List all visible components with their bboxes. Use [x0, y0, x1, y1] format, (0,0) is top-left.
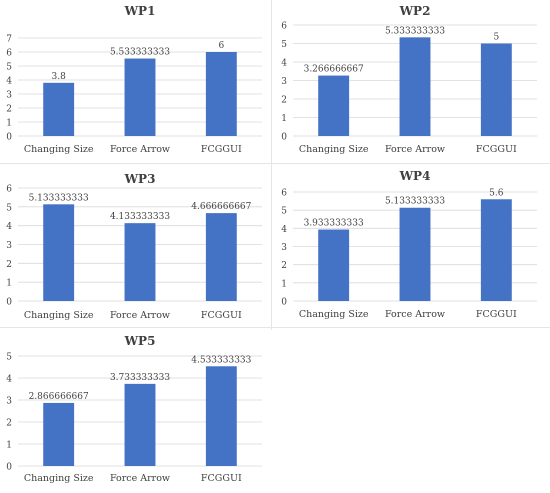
x-tick-label: FCGGUI [201, 310, 242, 321]
chart-panel-wp1: WP1 0 1 2 3 4 5 6 7 3.8 Changing Size 5.533333333 Fo… [0, 0, 275, 165]
bar [43, 204, 75, 301]
x-tick-label: Force Arrow [110, 473, 170, 484]
chart-wp4: WP4 0 1 2 3 4 5 6 3.933333333 Changing Size 5.1333… [281, 169, 537, 320]
bar [205, 213, 237, 301]
y-tick-label: 3 [281, 243, 287, 253]
y-tick-label: 6 [281, 22, 287, 32]
chart-wp3: WP3 0 1 2 3 4 5 6 5.133333333 Changing Size 4.1333… [6, 172, 262, 321]
y-tick-label: 6 [281, 189, 287, 199]
y-tick-label: 1 [281, 279, 287, 289]
y-tick-label: 5 [281, 40, 287, 50]
y-tick-label: 0 [6, 133, 12, 143]
y-tick-label: 5 [6, 63, 12, 73]
chart-wp1: WP1 0 1 2 3 4 5 6 7 3.8 Changing Size 5.533333333 Fo… [6, 4, 262, 155]
bar [480, 43, 512, 136]
bar [480, 199, 512, 301]
y-tick-label: 4 [6, 375, 12, 385]
bar [399, 207, 431, 301]
y-tick-label: 5 [6, 203, 12, 213]
x-tick-label: Changing Size [24, 144, 94, 155]
x-tick-label: FCGGUI [201, 473, 242, 484]
data-label: 3.8 [52, 72, 67, 82]
chart-title: WP4 [399, 169, 431, 183]
data-label: 5 [493, 33, 499, 43]
data-label: 4.133333333 [110, 212, 170, 222]
y-tick-label: 1 [281, 114, 287, 124]
data-label: 5.533333333 [110, 48, 170, 58]
data-label: 4.533333333 [191, 355, 251, 365]
x-tick-label: FCGGUI [201, 144, 242, 155]
chart-panel-wp4: WP4 0 1 2 3 4 5 6 3.933333333 Changing Size 5.1333… [275, 165, 550, 330]
bar [124, 223, 156, 301]
y-tick-label: 4 [6, 77, 12, 87]
data-label: 6 [218, 41, 224, 51]
bar [43, 82, 75, 136]
bar [318, 75, 350, 136]
chart-wp2: WP2 0 1 2 3 4 5 6 3.266666667 Changing Size 5.3333… [281, 4, 537, 155]
bar [124, 58, 156, 136]
data-label: 3.733333333 [110, 373, 170, 383]
y-tick-label: 0 [281, 298, 287, 308]
chart-panel-wp3: WP3 0 1 2 3 4 5 6 5.133333333 Changing Size 4.1333… [0, 165, 275, 330]
data-label: 2.866666667 [29, 392, 89, 402]
x-tick-label: Changing Size [299, 144, 369, 155]
data-label: 4.666666667 [191, 202, 251, 212]
y-tick-label: 0 [6, 298, 12, 308]
y-tick-label: 1 [6, 119, 12, 129]
x-tick-label: Force Arrow [385, 309, 445, 320]
data-label: 5.133333333 [385, 197, 445, 207]
x-tick-label: FCGGUI [476, 309, 517, 320]
y-tick-label: 2 [6, 260, 12, 270]
x-tick-label: Force Arrow [385, 144, 445, 155]
y-tick-label: 5 [6, 353, 12, 363]
chart-panel-wp5: WP5 0 1 2 3 4 5 2.866666667 Changing Size 3.73333… [0, 330, 275, 489]
y-tick-label: 5 [281, 207, 287, 217]
data-label: 5.333333333 [385, 26, 445, 36]
y-tick-label: 4 [6, 222, 12, 232]
y-tick-label: 3 [6, 397, 12, 407]
bar [124, 383, 156, 466]
y-tick-label: 3 [6, 91, 12, 101]
bar [205, 366, 237, 466]
panel-separator-horizontal [0, 163, 550, 164]
x-tick-label: Changing Size [24, 310, 94, 321]
x-tick-label: Force Arrow [110, 144, 170, 155]
x-tick-label: Changing Size [24, 473, 94, 484]
data-label: 5.133333333 [29, 193, 89, 203]
y-tick-label: 4 [281, 59, 287, 69]
y-tick-label: 6 [6, 49, 12, 59]
data-label: 3.933333333 [304, 219, 364, 229]
y-tick-label: 2 [6, 419, 12, 429]
y-tick-label: 0 [6, 463, 12, 473]
x-tick-label: FCGGUI [476, 144, 517, 155]
chart-title: WP3 [124, 172, 156, 186]
data-label: 5.6 [489, 188, 504, 198]
y-tick-label: 7 [6, 35, 12, 45]
panel-separator-horizontal [0, 327, 550, 328]
chart-title: WP5 [124, 334, 156, 348]
x-tick-label: Changing Size [299, 309, 369, 320]
bar [205, 52, 237, 136]
y-tick-label: 2 [281, 96, 287, 106]
y-tick-label: 2 [6, 105, 12, 115]
y-tick-label: 2 [281, 261, 287, 271]
chart-title: WP2 [399, 4, 431, 18]
chart-title: WP1 [124, 4, 156, 18]
y-tick-label: 1 [6, 279, 12, 289]
chart-panel-wp2: WP2 0 1 2 3 4 5 6 3.266666667 Changing Size 5.3333… [275, 0, 550, 165]
bar [43, 402, 75, 466]
bar [399, 37, 431, 137]
y-tick-label: 3 [281, 77, 287, 87]
y-tick-label: 0 [281, 133, 287, 143]
bar [318, 229, 350, 301]
data-label: 3.266666667 [304, 65, 364, 75]
chart-wp5: WP5 0 1 2 3 4 5 2.866666667 Changing Size 3.73333… [6, 334, 262, 484]
y-tick-label: 3 [6, 241, 12, 251]
y-tick-label: 4 [281, 225, 287, 235]
y-tick-label: 6 [6, 185, 12, 195]
y-tick-label: 1 [6, 441, 12, 451]
x-tick-label: Force Arrow [110, 310, 170, 321]
panel-separator-vertical [271, 0, 272, 330]
